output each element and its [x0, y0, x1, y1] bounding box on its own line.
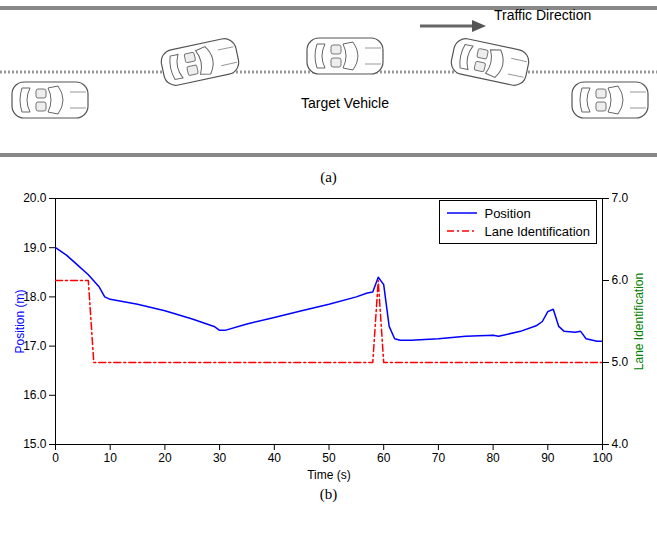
html-text:(b): (b) — [319, 486, 338, 502]
svg-text:Time (s): Time (s) — [307, 468, 351, 482]
svg-text:16.0: 16.0 — [23, 388, 47, 402]
svg-text:Target Vehicle: Target Vehicle — [301, 95, 389, 111]
svg-text:70: 70 — [432, 451, 446, 465]
svg-text:Lane Identification: Lane Identification — [632, 273, 646, 370]
svg-text:10: 10 — [104, 451, 118, 465]
svg-text:19.0: 19.0 — [23, 241, 47, 255]
svg-text:90: 90 — [541, 451, 555, 465]
svg-text:0: 0 — [52, 451, 59, 465]
svg-text:17.0: 17.0 — [23, 338, 47, 353]
svg-text:18.0: 18.0 — [23, 289, 47, 304]
svg-text:Traffic Direction: Traffic Direction — [494, 7, 591, 23]
svg-text:5.0: 5.0 — [612, 355, 629, 369]
svg-text:7.0: 7.0 — [612, 191, 629, 205]
svg-text:Position (m): Position (m) — [13, 289, 27, 353]
svg-text:60: 60 — [377, 451, 391, 465]
svg-text:6.0: 6.0 — [612, 273, 629, 287]
svg-text:50: 50 — [322, 451, 336, 465]
svg-text:30: 30 — [213, 451, 227, 465]
html-text:Lane Identification: Lane Identification — [484, 223, 590, 239]
svg-text:20.0: 20.0 — [23, 191, 47, 205]
svg-text:15.0: 15.0 — [23, 437, 47, 451]
svg-text:20: 20 — [158, 451, 172, 465]
html-text:Position: Position — [484, 205, 531, 221]
svg-text:100: 100 — [592, 451, 612, 465]
svg-text:80: 80 — [486, 451, 500, 465]
html-text:(a): (a) — [320, 169, 337, 185]
svg-text:4.0: 4.0 — [612, 437, 629, 451]
svg-text:40: 40 — [268, 451, 282, 465]
